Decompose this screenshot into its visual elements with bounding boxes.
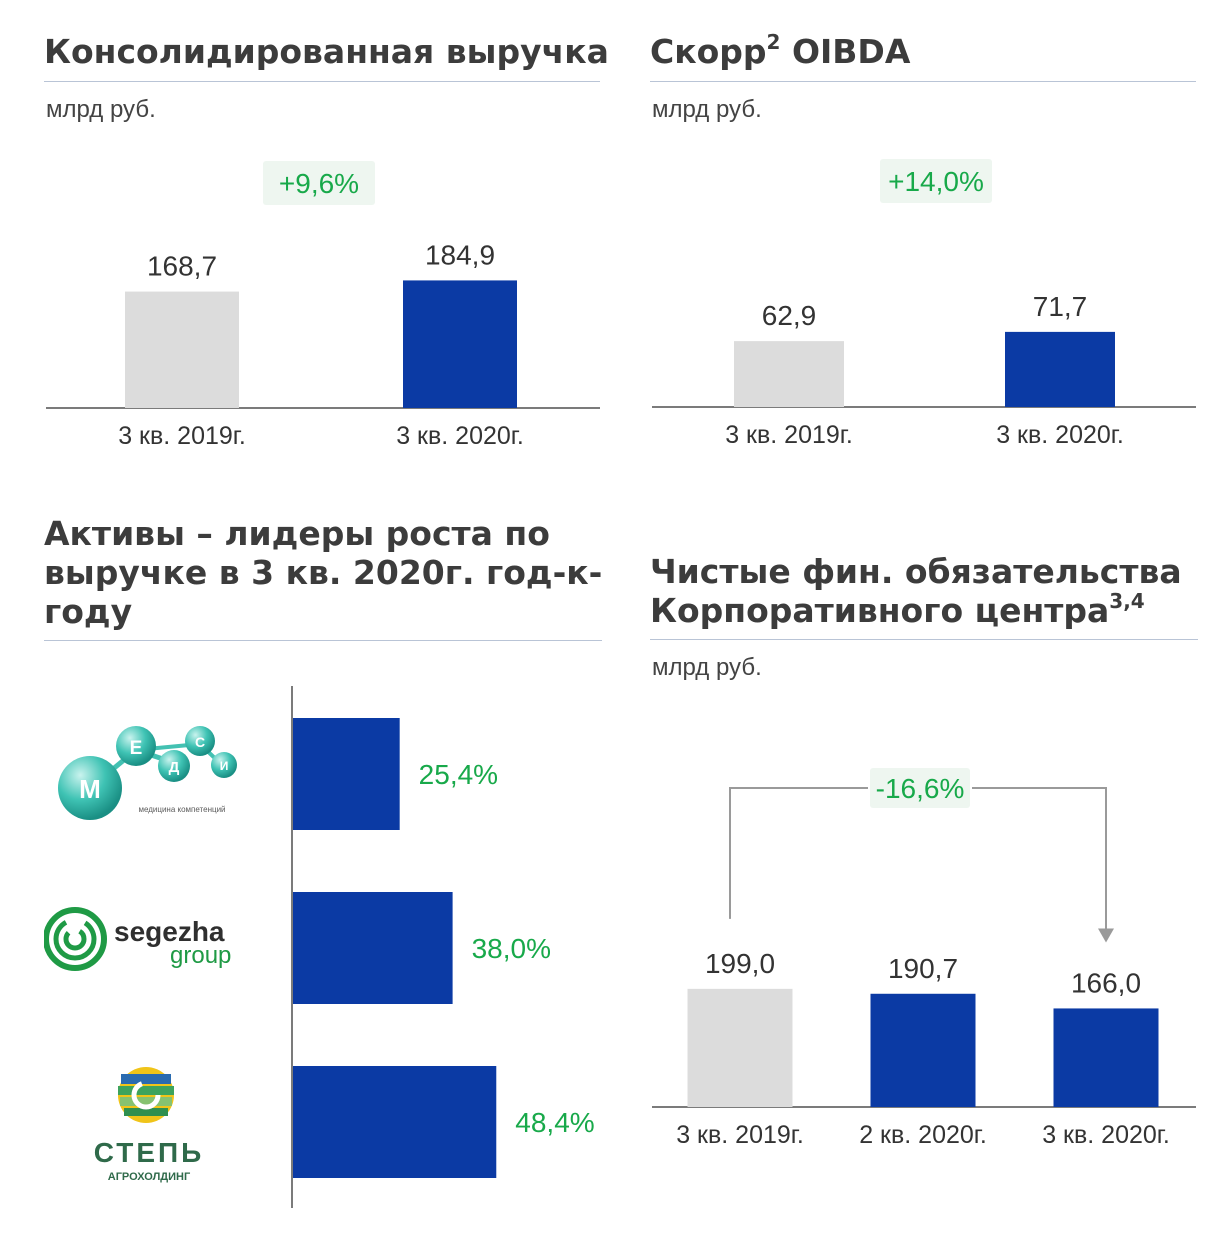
oibda-panel: Скорр2 OIBDA млрд руб. +14,0%62,93 кв. 2… (650, 32, 1200, 472)
value-label-2: 190,7 (888, 953, 958, 984)
change-label: -16,6% (876, 773, 965, 804)
revenue-panel: Консолидированная выручка млрд руб. +9,6… (44, 32, 604, 472)
bar-2 (871, 994, 976, 1107)
change-arrow-head (1098, 928, 1114, 942)
value-label-3: 166,0 (1071, 967, 1141, 998)
revenue-chart: +9,6% 168,7 3 кв. 2019г. 184,9 3 кв. 2020г. (44, 32, 604, 472)
value-label-2: 38,0% (472, 933, 551, 964)
debt-panel: Чистые фин. обязательства Корпоративного… (650, 552, 1200, 1172)
change-bracket (730, 788, 1106, 930)
bar-1 (125, 292, 239, 408)
oibda-chart: +14,0% 62,9 3 кв. 2019г. 71,7 3 кв. 2020г. (650, 32, 1200, 472)
value-label-2: 184,9 (425, 239, 495, 270)
bar-3 (293, 1066, 496, 1178)
value-label-1: 62,9 (762, 300, 817, 331)
bar-3 (1054, 1008, 1159, 1107)
value-label-1: 168,7 (147, 251, 217, 282)
debt-chart: 199,0 3 кв. 2019г. 190,7 2 кв. 2020г. 166,0 3… (650, 552, 1200, 1172)
category-label-1: 3 кв. 2019г. (725, 421, 853, 449)
category-label-2: 3 кв. 2020г. (996, 421, 1124, 449)
category-label-1: 3 кв. 2019г. (676, 1121, 804, 1149)
value-label-1: 199,0 (705, 948, 775, 979)
bar-1 (688, 989, 793, 1107)
category-label-3: 3 кв. 2020г. (1042, 1121, 1170, 1149)
value-label-2: 71,7 (1033, 291, 1088, 322)
bar-1 (734, 341, 844, 407)
bar-2 (293, 892, 453, 1004)
bar-2 (1005, 332, 1115, 407)
value-label-3: 48,4% (515, 1107, 594, 1138)
category-label-2: 2 кв. 2020г. (859, 1121, 987, 1149)
assets-chart: 25,4% 38,0% 48,4% (44, 514, 604, 1224)
assets-panel: Активы – лидеры роста по выручке в 3 кв.… (44, 514, 604, 1224)
category-label-2: 3 кв. 2020г. (396, 422, 524, 450)
value-label-1: 25,4% (419, 759, 498, 790)
bar-2 (403, 280, 517, 408)
change-label: +14,0% (888, 166, 984, 197)
bar-1 (293, 718, 400, 830)
change-label: +9,6% (279, 168, 359, 199)
category-label-1: 3 кв. 2019г. (118, 422, 246, 450)
